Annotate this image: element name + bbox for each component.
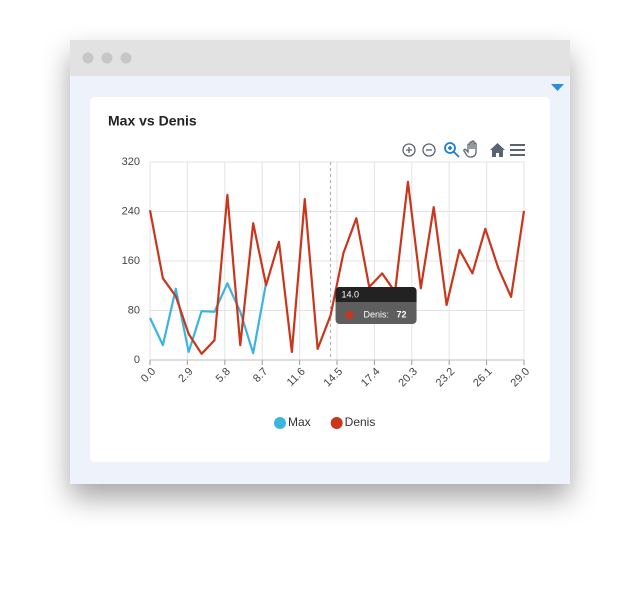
pan[interactable] bbox=[463, 140, 477, 158]
zoom-in[interactable] bbox=[402, 143, 416, 157]
window-button[interactable] bbox=[101, 52, 113, 64]
legend-marker bbox=[274, 417, 286, 429]
series-line bbox=[149, 282, 268, 355]
y-tick-label: 160 bbox=[122, 255, 140, 267]
legend-marker bbox=[330, 417, 343, 429]
window-button[interactable] bbox=[82, 52, 94, 64]
menu[interactable] bbox=[510, 144, 525, 156]
legend-label[interactable]: Max bbox=[288, 415, 311, 429]
dropdown-arrow[interactable] bbox=[551, 84, 564, 91]
tooltip-header bbox=[335, 287, 417, 302]
zoom[interactable] bbox=[444, 142, 460, 158]
chart-title: Max vs Denis bbox=[108, 113, 197, 129]
tooltip-label: Denis: bbox=[364, 309, 390, 319]
y-tick-label: 240 bbox=[122, 205, 140, 217]
zoom-out[interactable] bbox=[422, 143, 436, 157]
card bbox=[90, 97, 550, 462]
tooltip-marker bbox=[345, 311, 354, 319]
reset[interactable] bbox=[490, 143, 505, 157]
y-tick-label: 80 bbox=[128, 304, 140, 316]
tooltip-value: 72 bbox=[397, 309, 407, 319]
window-button[interactable] bbox=[120, 52, 132, 64]
series-line bbox=[148, 180, 526, 355]
y-tick-label: 320 bbox=[122, 156, 140, 168]
y-tick-label: 0 bbox=[134, 354, 140, 366]
toolbar bbox=[402, 140, 525, 158]
legend-label[interactable]: Denis bbox=[345, 415, 376, 429]
tooltip-title: 14.0 bbox=[342, 289, 360, 299]
title-bar bbox=[70, 40, 570, 76]
